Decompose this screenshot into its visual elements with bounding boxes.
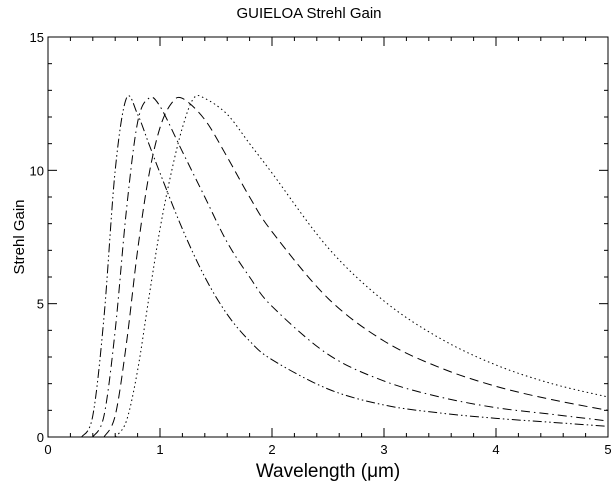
series-line-dotted [114,94,609,438]
x-tick-label: 5 [604,442,611,457]
y-tick-label: 5 [37,297,44,312]
x-tick-label: 2 [268,442,275,457]
y-tick-labels: 0 5 10 15 [30,30,44,445]
y-tick-label: 10 [30,163,44,178]
series-lines [48,94,609,438]
series-line-dash-dot-dot [81,95,609,438]
series-line-dashed [103,96,609,438]
x-tick-label: 3 [380,442,387,457]
chart-title: GUIELOA Strehl Gain [236,5,381,22]
y-tick-label: 0 [37,430,44,445]
x-tick-label: 4 [492,442,499,457]
axis-ticks [47,36,609,438]
x-tick-label: 0 [44,442,51,457]
x-axis-label: Wavelength (μm) [256,461,400,482]
y-axis-label: Strehl Gain [11,199,28,274]
x-tick-label: 1 [156,442,163,457]
series-line-dash-dot [92,96,609,438]
plot-frame [47,36,609,438]
x-tick-labels: 0 1 2 3 4 5 [44,442,611,457]
y-tick-label: 15 [30,30,44,45]
